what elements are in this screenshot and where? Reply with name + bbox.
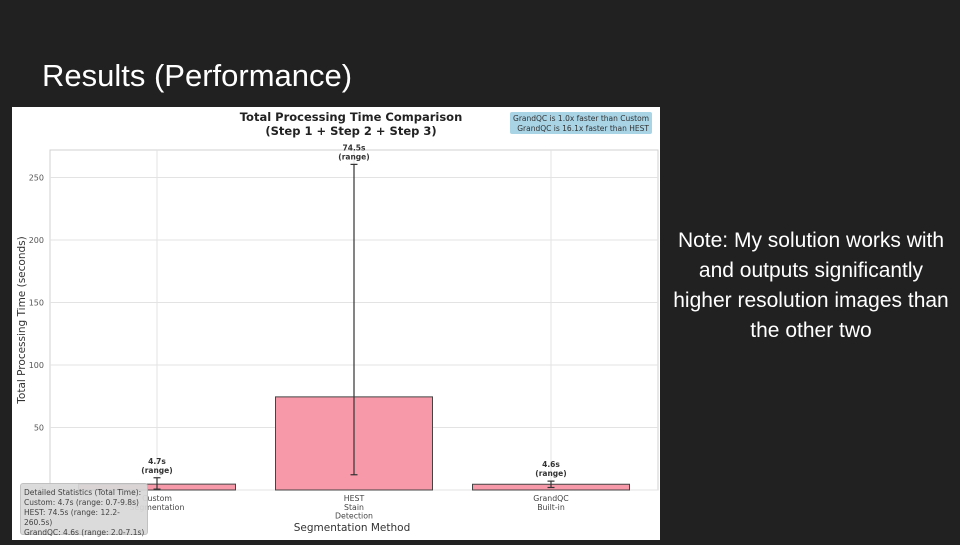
- bar-chart: Total Processing Time Comparison (Step 1…: [16, 110, 659, 534]
- y-tick-label: 250: [29, 174, 44, 183]
- comparison-line-2: GrandQC is 16.1x faster than HEST: [517, 123, 649, 133]
- y-tick-label: 150: [29, 299, 44, 308]
- comparison-line-1: GrandQC is 1.0x faster than Custom: [513, 114, 649, 123]
- stats-line-3: HEST: 74.5s (range: 12.2-260.5s): [24, 508, 120, 527]
- detailed-stats-box: Detailed Statistics (Total Time): Custom…: [20, 483, 148, 537]
- x-tick-label: Detection: [335, 512, 373, 521]
- side-note: Note: My solution works with and outputs…: [673, 229, 949, 342]
- x-tick-label: Segmentation: [130, 503, 185, 512]
- bars: 4.7s(range)74.5s(range)4.6s(range): [78, 143, 630, 491]
- data-label-range: (range): [338, 152, 369, 161]
- stats-line-2: Custom: 4.7s (range: 0.7-9.8s): [24, 498, 139, 507]
- data-label-value: 74.5s: [343, 143, 367, 152]
- stats-line-4: GrandQC: 4.6s (range: 2.0-7.1s): [24, 528, 145, 537]
- y-tick-label: 50: [34, 424, 44, 433]
- slide-title: Results (Performance): [42, 58, 353, 93]
- x-tick-label: Stain: [344, 503, 364, 512]
- x-tick-label: HEST: [344, 494, 365, 503]
- chart-title: Total Processing Time Comparison: [240, 110, 463, 124]
- data-label-value: 4.7s: [148, 457, 166, 466]
- data-label-range: (range): [141, 466, 172, 475]
- y-tick-label: 100: [29, 361, 44, 370]
- x-tick-label: GrandQC: [533, 494, 569, 503]
- x-tick-label: Built-in: [537, 503, 565, 512]
- y-axis-label: Total Processing Time (seconds): [16, 236, 28, 404]
- y-tick-label: 200: [29, 236, 44, 245]
- comparison-info-box: GrandQC is 1.0x faster than Custom Grand…: [510, 112, 652, 134]
- y-tick-labels: 050100150200250: [29, 174, 44, 496]
- chart-panel: Total Processing Time Comparison (Step 1…: [12, 107, 660, 540]
- data-label-range: (range): [535, 469, 566, 478]
- stats-line-1: Detailed Statistics (Total Time):: [24, 488, 142, 497]
- x-tick-label: Custom: [142, 494, 172, 503]
- x-axis-label: Segmentation Method: [294, 522, 411, 534]
- data-label-value: 4.6s: [542, 460, 560, 469]
- chart-subtitle: (Step 1 + Step 2 + Step 3): [265, 124, 436, 138]
